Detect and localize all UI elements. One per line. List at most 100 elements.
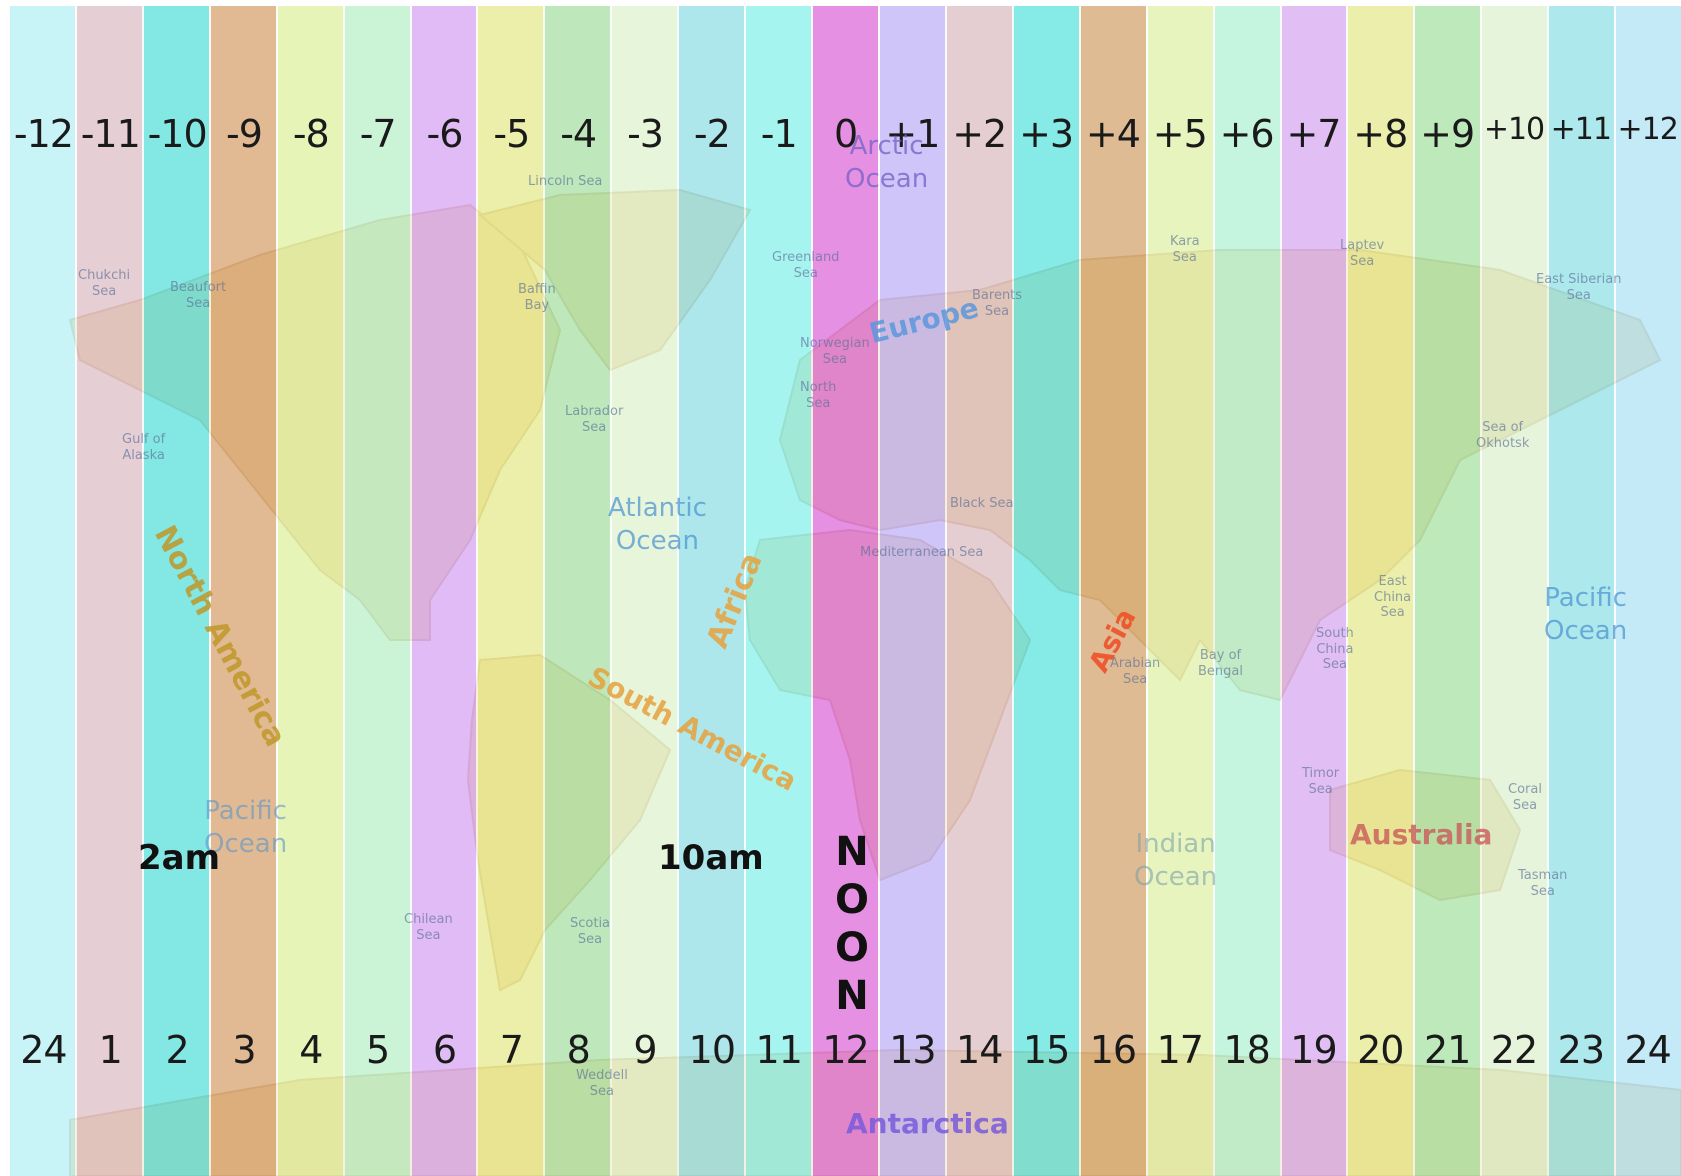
hour-label: 19 xyxy=(1290,1028,1337,1072)
utc-offset-label: +9 xyxy=(1420,112,1475,156)
noon-letter: N xyxy=(835,973,869,1019)
utc-offset-label: -11 xyxy=(80,112,141,156)
utc-offset-label: +7 xyxy=(1286,112,1341,156)
noon-letter: N xyxy=(835,829,869,875)
utc-offset-label: -4 xyxy=(560,112,597,156)
arctic-ocean-label: Arctic Ocean xyxy=(845,131,929,194)
time-zone-band xyxy=(1279,6,1347,1176)
hour-label: 3 xyxy=(232,1028,256,1072)
hour-label: 12 xyxy=(822,1028,869,1072)
time-zone-band xyxy=(1614,6,1681,1176)
hour-label: 21 xyxy=(1423,1028,1471,1072)
east-china-sea-label: East China Sea xyxy=(1374,574,1412,621)
utc-offset-label: +8 xyxy=(1353,112,1408,156)
time-zone-band xyxy=(1011,6,1079,1176)
east-siberian-sea-label: East Siberian Sea xyxy=(1536,272,1622,303)
time-zone-band xyxy=(543,6,611,1176)
utc-offset-row: -12 -11 -10 -9 -8 -7 -6 -5 -4 -3 -2 -1 0 +1 +2 +3 +4 +5 +6… xyxy=(10,112,1681,156)
pacific-ocean-east-label: Pacific Ocean xyxy=(1544,583,1628,646)
utc-offset-label: -12 xyxy=(13,112,74,156)
utc-offset-label: -6 xyxy=(426,112,464,156)
utc-offset-label: -9 xyxy=(226,112,263,156)
time-zone-band xyxy=(1346,6,1414,1176)
mediterranean-sea-label: Mediterranean Sea xyxy=(860,545,984,560)
hour-label: 10 xyxy=(688,1028,736,1072)
timor-sea-label: Timor Sea xyxy=(1302,766,1340,797)
hour-label: 23 xyxy=(1557,1028,1605,1072)
greenland-sea-label: Greenland Sea xyxy=(772,250,840,281)
utc-offset-label: +5 xyxy=(1152,112,1208,156)
hour-label: 8 xyxy=(566,1028,591,1072)
utc-offset-label: -8 xyxy=(292,112,330,156)
hour-row: 24 1 2 3 4 5 6 7 8 9 10 11 12 13 14 15 16 17 18 19 20 21 22 23 2… xyxy=(10,1028,1681,1072)
hour-label: 4 xyxy=(299,1028,323,1072)
utc-offset-label: +3 xyxy=(1019,112,1074,156)
utc-offset-label: 0 xyxy=(833,112,858,156)
gulf-of-alaska-label: Gulf of Alaska xyxy=(122,432,166,463)
time-zone-band xyxy=(944,6,1012,1176)
labrador-sea-label: Labrador Sea xyxy=(565,404,624,435)
time-marker-10am: 10am xyxy=(658,838,764,878)
hour-label: 2 xyxy=(165,1028,190,1072)
noon-letter: O xyxy=(834,877,869,923)
pacific-ocean-west-label: Pacific Ocean xyxy=(204,796,288,859)
time-zone-band xyxy=(1413,6,1481,1176)
south-china-sea-label: South China Sea xyxy=(1316,626,1354,673)
kara-sea-label: Kara Sea xyxy=(1170,234,1200,265)
time-zone-band xyxy=(476,6,544,1176)
time-zone-band xyxy=(275,6,343,1176)
time-zone-band xyxy=(1145,6,1213,1176)
black-sea-label: Black Sea xyxy=(950,496,1014,511)
time-zone-band xyxy=(811,6,878,1176)
beaufort-sea-label: Beaufort Sea xyxy=(170,280,227,311)
time-zone-band xyxy=(409,6,477,1176)
time-zone-band xyxy=(1480,6,1548,1176)
coral-sea-label: Coral Sea xyxy=(1508,782,1542,813)
tasman-sea-label: Tasman Sea xyxy=(1518,868,1568,899)
time-marker-2am: 2am xyxy=(138,838,221,878)
utc-offset-label: +11 xyxy=(1550,112,1612,147)
time-zone-band xyxy=(74,6,142,1176)
hour-label: 15 xyxy=(1022,1028,1070,1072)
utc-offset-label: +2 xyxy=(952,112,1007,156)
utc-offset-label: -7 xyxy=(359,112,397,156)
utc-offset-label: -5 xyxy=(493,112,530,156)
hour-label: 9 xyxy=(633,1028,657,1072)
time-zone-band xyxy=(610,6,678,1176)
sea-of-okhotsk-label: Sea of Okhotsk xyxy=(1476,420,1530,451)
utc-offset-label: +10 xyxy=(1483,112,1545,147)
time-zone-band xyxy=(744,6,812,1176)
time-zone-band xyxy=(877,6,945,1176)
noon-letter: O xyxy=(834,925,869,971)
atlantic-ocean-label: Atlantic Ocean xyxy=(608,493,707,556)
chilean-sea-label: Chilean Sea xyxy=(404,912,453,943)
hour-label: 14 xyxy=(956,1028,1003,1072)
north-sea-label: North Sea xyxy=(800,380,837,411)
time-marker-noon: N O O N xyxy=(832,828,872,1020)
time-zone-band xyxy=(677,6,745,1176)
hour-label: 18 xyxy=(1223,1028,1270,1072)
utc-offset-label: -3 xyxy=(627,112,664,156)
time-zone-band xyxy=(208,6,276,1176)
time-zone-band xyxy=(1212,6,1280,1176)
baffin-bay-label: Baffin Bay xyxy=(518,282,556,313)
arabian-sea-label: Arabian Sea xyxy=(1110,656,1161,687)
chukchi-sea-label: Chukchi Sea xyxy=(78,268,131,299)
time-zone-band xyxy=(10,6,75,1176)
hour-label: 1 xyxy=(98,1028,123,1072)
hour-label: 6 xyxy=(432,1028,457,1072)
laptev-sea-label: Laptev Sea xyxy=(1340,238,1385,269)
time-zone-bands xyxy=(10,6,1681,1176)
time-zone-band xyxy=(342,6,410,1176)
hour-label: 17 xyxy=(1156,1028,1204,1072)
weddell-sea-label: Weddell Sea xyxy=(576,1068,628,1099)
barents-sea-label: Barents Sea xyxy=(972,288,1023,319)
utc-offset-label: +6 xyxy=(1219,112,1275,156)
hour-label: 7 xyxy=(499,1028,524,1072)
utc-offset-label: -2 xyxy=(693,112,731,156)
time-zone-band xyxy=(141,6,209,1176)
norwegian-sea-label: Norwegian Sea xyxy=(800,336,870,367)
hour-label: 16 xyxy=(1089,1028,1137,1072)
indian-ocean-label: Indian Ocean xyxy=(1134,829,1218,892)
